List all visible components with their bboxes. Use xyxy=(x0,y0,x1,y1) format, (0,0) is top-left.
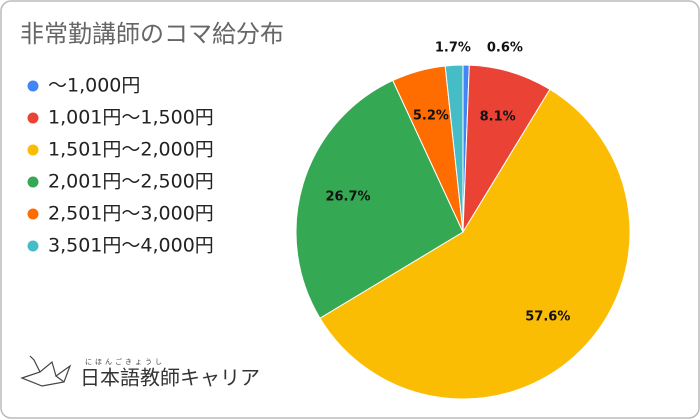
legend-swatch xyxy=(27,176,39,188)
legend-label: 1,001円〜1,500円 xyxy=(48,107,214,129)
crane-icon xyxy=(20,355,72,387)
pie-slice xyxy=(444,64,464,233)
legend-label: 〜1,000円 xyxy=(48,75,140,97)
chart-title: 非常勤講師のコマ給分布 xyxy=(20,20,284,48)
legend-label: 3,501円〜4,000円 xyxy=(48,235,214,257)
legend-label: 2,001円〜2,500円 xyxy=(48,171,214,193)
pie-slice xyxy=(295,79,464,319)
data-label: 1.7% xyxy=(435,41,471,56)
pie-slice xyxy=(319,88,631,400)
data-label: 5.2% xyxy=(413,109,449,124)
data-label: 8.1% xyxy=(480,109,516,124)
logo-ruby: にほんごきょうし xyxy=(85,357,165,366)
legend-swatch xyxy=(27,208,39,220)
logo xyxy=(20,355,72,387)
legend-swatch xyxy=(27,144,39,156)
data-label: 26.7% xyxy=(325,189,370,204)
data-label: 57.6% xyxy=(525,310,570,325)
legend-swatch xyxy=(27,112,39,124)
legend-swatch xyxy=(27,240,39,252)
data-label: 0.6% xyxy=(487,41,523,56)
legend-label: 1,501円〜2,000円 xyxy=(48,139,214,161)
logo-text: 日本語教師キャリア xyxy=(80,366,260,390)
legend-swatch xyxy=(27,80,39,92)
legend-label: 2,501円〜3,000円 xyxy=(48,203,214,225)
